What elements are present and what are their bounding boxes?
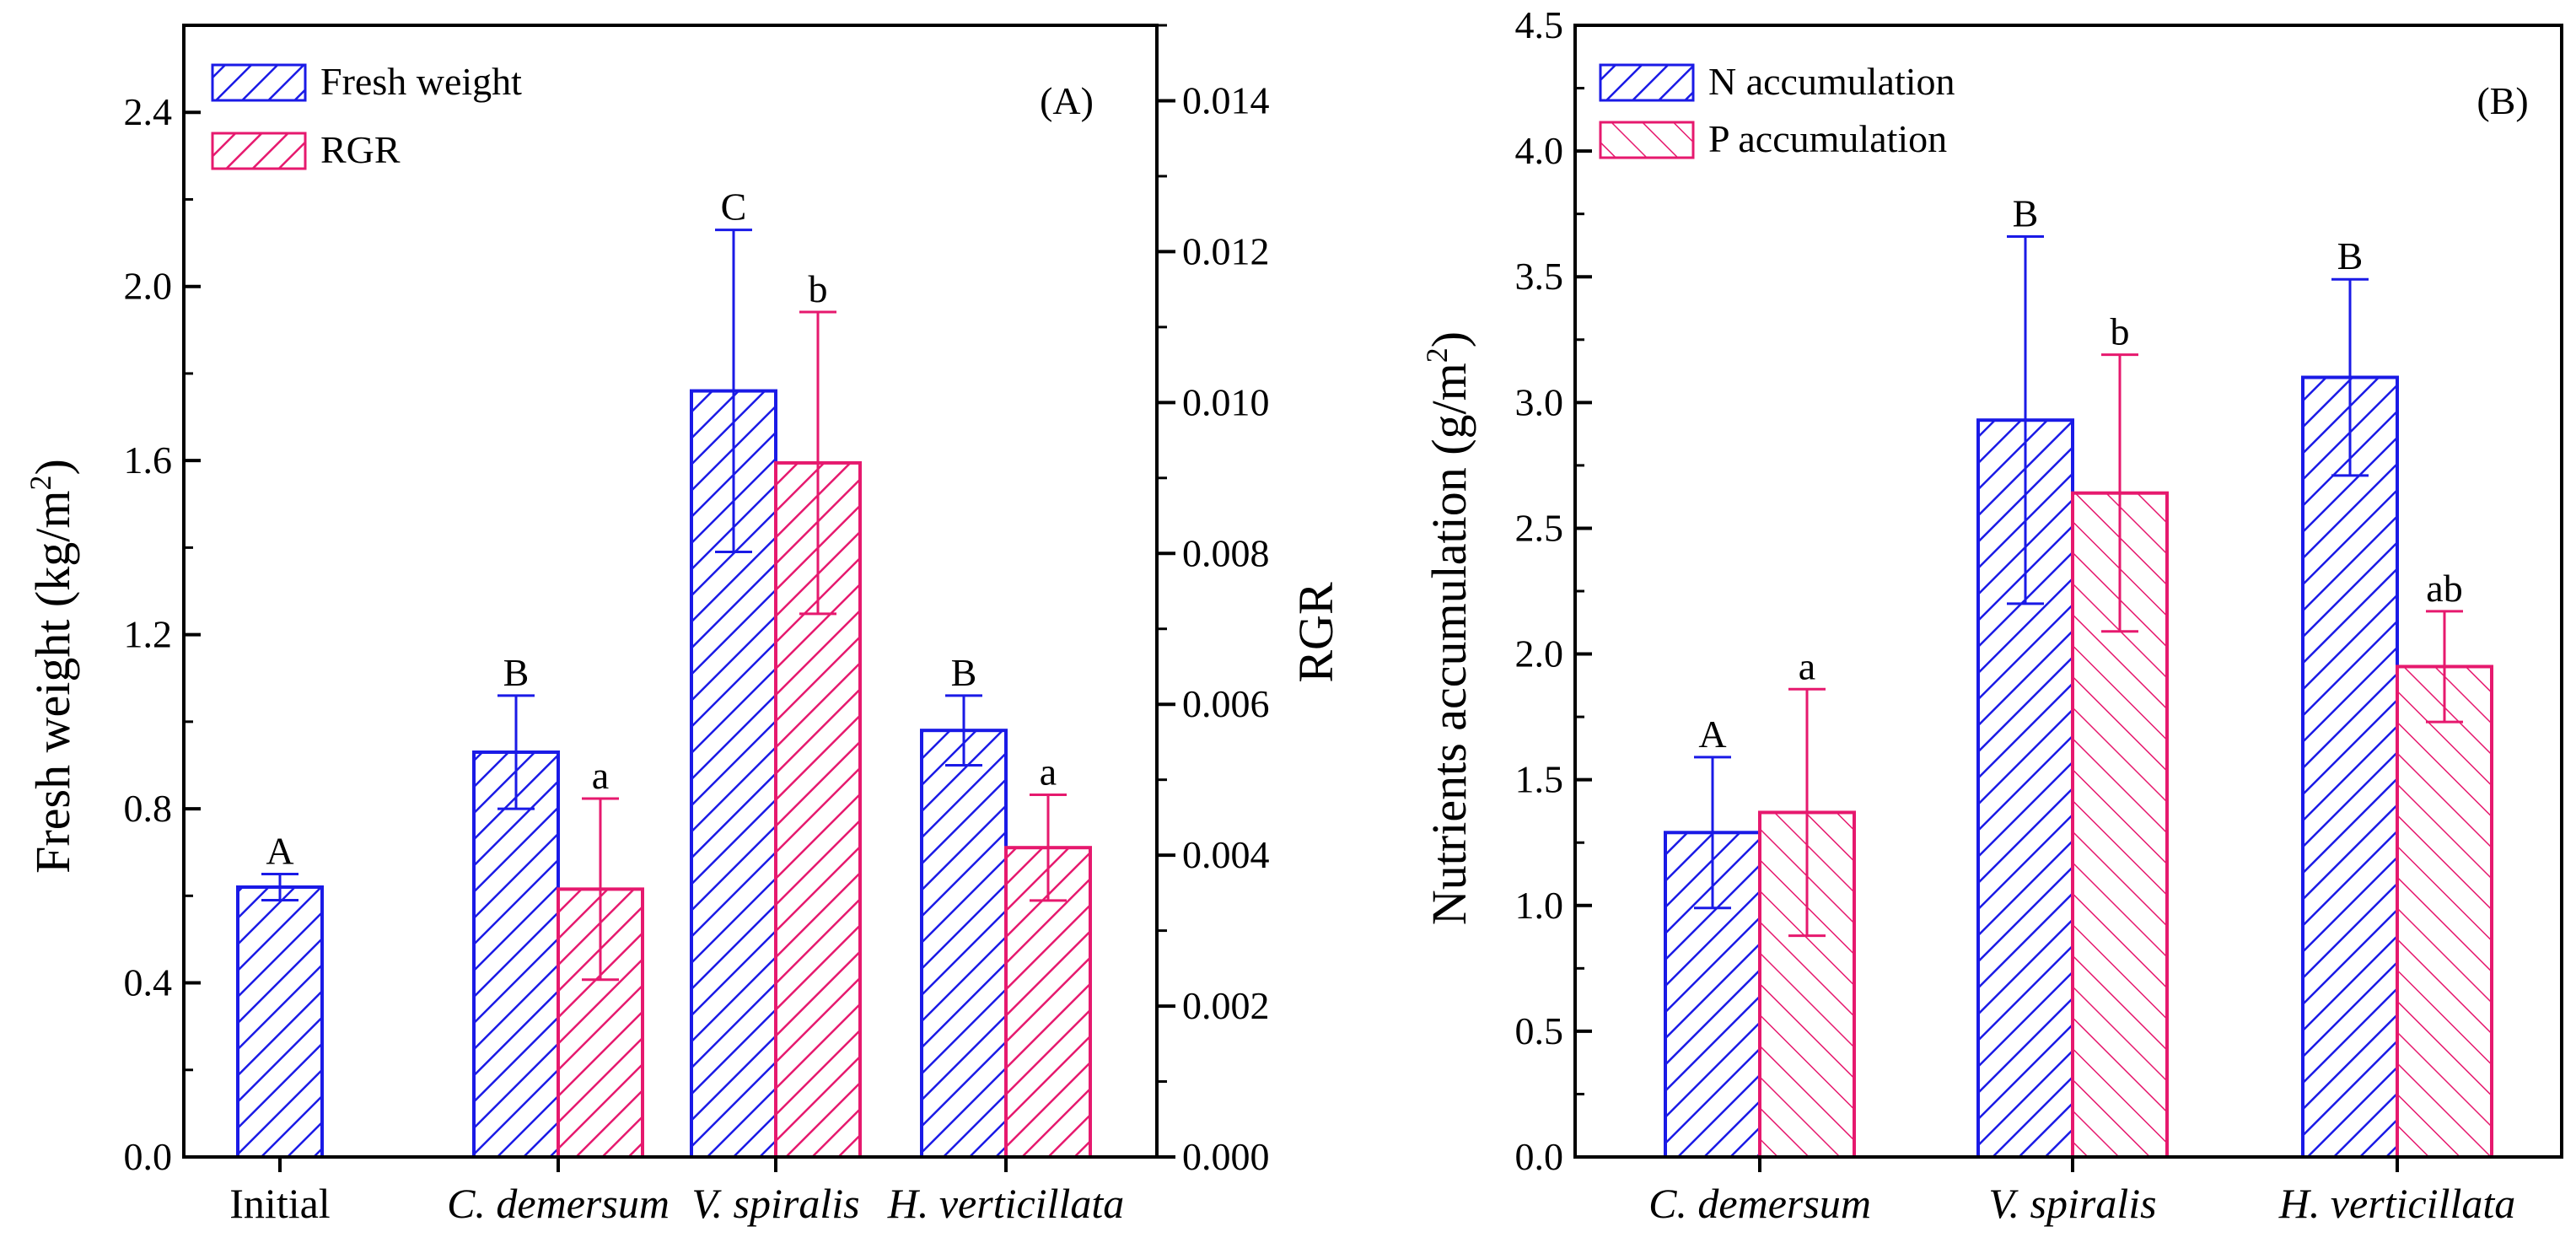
panel-a-xtick-label-h-verticillata: H. verticillata [887, 1180, 1125, 1227]
panel-b-xtick-label-h-verticillata: H. verticillata [2278, 1180, 2516, 1227]
panel-a-xtick-label-c-demersum: C. demersum [447, 1180, 670, 1227]
panel-b-sig-letter-n-accumulation-c-demersum: A [1698, 713, 1726, 756]
panel-a-plot-frame [182, 24, 1159, 1159]
panel-a-ylabel: Fresh weight (kg/m2) [24, 459, 80, 874]
panel-b-ytick-label: 2.0 [1515, 632, 1564, 675]
panel-b-ytick-label: 1.0 [1515, 884, 1564, 927]
panel-a-y2tick-label: 0.000 [1182, 1135, 1270, 1178]
panel-a-y2tick-label: 0.004 [1182, 833, 1270, 876]
panel-b-sig-letter-n-accumulation-h-verticillata: B [2337, 234, 2364, 277]
panel-a-bars: A B C Ba b a [236, 186, 1092, 1159]
panel-a-sig-letter-rgr-v-spiralis: b [809, 267, 828, 310]
panel-a-ytick-label: 2.4 [124, 90, 173, 133]
panel-a-bar-fresh-weight-initial [236, 885, 324, 1159]
panel-a-ytick-label: 0.0 [124, 1135, 173, 1178]
panel-a-errorbar-fresh-weight-c-demersum [497, 694, 535, 810]
panel-a-ytick-label: 2.0 [124, 265, 173, 308]
panel-a-y2tick-label: 0.006 [1182, 682, 1270, 725]
legend-label-rgr: RGR [320, 128, 401, 171]
panel-a-sig-letter-fresh-weight-v-spiralis: C [721, 186, 747, 229]
panel-b-ytick-label: 4.5 [1515, 3, 1564, 46]
panel-a-legend: Fresh weight RGR [211, 60, 522, 171]
panel-a-errorbar-rgr-h-verticillata [1030, 794, 1067, 902]
panel-b-errorbar-n-accumulation-h-verticillata [2331, 277, 2369, 477]
panel-a-errorbar-fresh-weight-v-spiralis [715, 229, 752, 554]
panel-a-errorbar-rgr-c-demersum [582, 797, 619, 982]
panel-b-bar-p-accumulation-h-verticillata [2396, 664, 2493, 1159]
panel-b-ytick-label: 1.5 [1515, 758, 1564, 801]
panel-b-legend: N accumulation P accumulation [1599, 60, 1955, 160]
panel-b-errorbar-n-accumulation-v-spiralis [2007, 235, 2044, 605]
panel-b-sig-letter-p-accumulation-v-spiralis: b [2111, 310, 2130, 353]
panel-a-ytick-label: 0.8 [124, 787, 173, 830]
panel-b-ytick-label: 3.0 [1515, 380, 1564, 423]
panel-a-y2tick-label: 0.010 [1182, 380, 1270, 423]
panel-b-axes: 0.0 0.5 1.0 1.5 2.0 2.5 3.0 3.5 4.0 4.5 C. demersu… [1515, 3, 2563, 1227]
panel-b-sig-letter-n-accumulation-v-spiralis: B [2013, 192, 2039, 235]
panel-b-ytick-label: 2.5 [1515, 506, 1564, 549]
panel-b-label: (B) [2477, 79, 2528, 122]
panel-b-ytick-label: 4.0 [1515, 129, 1564, 172]
panel-a-y2tick-label: 0.012 [1182, 229, 1270, 272]
legend-swatch-p-accumulation [1599, 121, 1695, 159]
panel-a-sig-letter-fresh-weight-h-verticillata: B [951, 651, 977, 694]
panel-b-ytick-label: 3.5 [1515, 255, 1564, 298]
legend-swatch-fresh-weight [211, 63, 307, 102]
panel-b-errorbar-p-accumulation-v-spiralis [2101, 353, 2138, 633]
panel-a-errorbar-fresh-weight-initial [261, 873, 298, 901]
panel-b-xtick-label-c-demersum: C. demersum [1648, 1180, 1871, 1227]
legend-swatch-n-accumulation [1599, 63, 1695, 102]
panel-b-errorbar-p-accumulation-h-verticillata [2426, 610, 2463, 724]
panel-a-errorbar-fresh-weight-h-verticillata [945, 694, 982, 767]
panel-b-errorbar-n-accumulation-c-demersum [1694, 756, 1731, 910]
panel-b-ytick-label: 0.5 [1515, 1009, 1564, 1052]
legend-swatch-rgr [211, 132, 307, 170]
panel-a-xtick-label-v-spiralis: V. spiralis [691, 1180, 859, 1227]
panel-a-sig-letter-rgr-c-demersum: a [592, 754, 609, 797]
panel-a-xtick-label-initial: Initial [229, 1180, 330, 1227]
panel-a-ytick-label: 1.6 [124, 438, 173, 482]
panel-b-sig-letter-p-accumulation-c-demersum: a [1799, 644, 1815, 687]
panel-a-sig-letter-fresh-weight-c-demersum: B [503, 651, 530, 694]
panel-b-errorbar-p-accumulation-c-demersum [1788, 687, 1826, 938]
legend-label-fresh-weight: Fresh weight [320, 60, 522, 103]
panel-a-errorbar-rgr-v-spiralis [799, 310, 836, 616]
panel-a-ytick-label: 0.4 [124, 961, 173, 1004]
panel-b-ytick-label: 0.0 [1515, 1135, 1564, 1178]
panel-a-axes: 0.0 0.4 0.8 1.2 1.6 2.0 2.4 0.000 0.002 0.004 0.00… [124, 24, 1270, 1227]
panel-a-y2tick-label: 0.014 [1182, 78, 1270, 121]
panel-b-xtick-label-v-spiralis: V. spiralis [1988, 1180, 2156, 1227]
panel-b-sig-letter-p-accumulation-h-verticillata: ab [2426, 567, 2462, 610]
panel-a-y2label: RGR [1288, 582, 1343, 683]
panel-b-ylabel: Nutrients accumulation (g/m2) [1420, 331, 1476, 925]
legend-label-n-accumulation: N accumulation [1708, 60, 1955, 103]
panel-a-bar-fresh-weight-c-demersum [472, 750, 560, 1159]
panel-a-bar-fresh-weight-h-verticillata [920, 729, 1008, 1159]
panel-a-sig-letter-fresh-weight-initial: A [266, 830, 293, 873]
panel-a-sig-letter-rgr-h-verticillata: a [1040, 751, 1057, 794]
panel-b-bar-n-accumulation-h-verticillata [2301, 375, 2399, 1159]
legend-label-p-accumulation: P accumulation [1708, 117, 1947, 160]
panel-a-ytick-label: 1.2 [124, 613, 173, 656]
panel-a-y2tick-label: 0.008 [1182, 531, 1270, 574]
panel-a-label: (A) [1040, 79, 1094, 122]
panel-a-y2tick-label: 0.002 [1182, 984, 1270, 1027]
